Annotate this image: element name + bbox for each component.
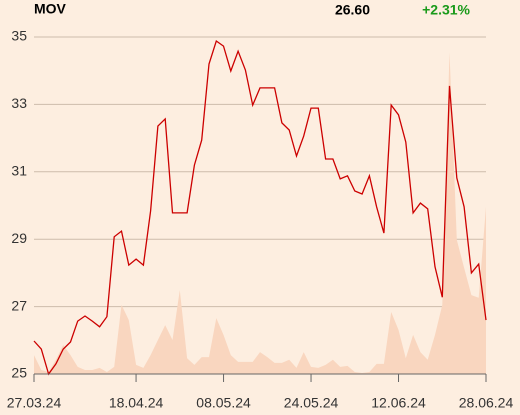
y-tick-label: 29 <box>11 230 27 246</box>
y-tick-label: 35 <box>11 28 27 44</box>
x-tick-label: 28.06.24 <box>459 395 514 411</box>
y-tick-label: 25 <box>11 365 27 381</box>
x-tick-label: 18.04.24 <box>109 395 164 411</box>
y-tick-label: 31 <box>11 163 27 179</box>
symbol: MOV <box>34 1 67 17</box>
x-tick-label: 24.05.24 <box>284 395 339 411</box>
x-tick-label: 12.06.24 <box>371 395 426 411</box>
y-tick-label: 27 <box>11 297 27 313</box>
price-change: +2.31% <box>422 2 470 18</box>
y-tick-label: 33 <box>11 95 27 111</box>
x-tick-label: 27.03.24 <box>7 395 62 411</box>
price-line <box>33 39 487 376</box>
last-price: 26.60 <box>335 2 370 18</box>
x-tick-label: 08.05.24 <box>196 395 251 411</box>
volume-area <box>34 52 486 374</box>
